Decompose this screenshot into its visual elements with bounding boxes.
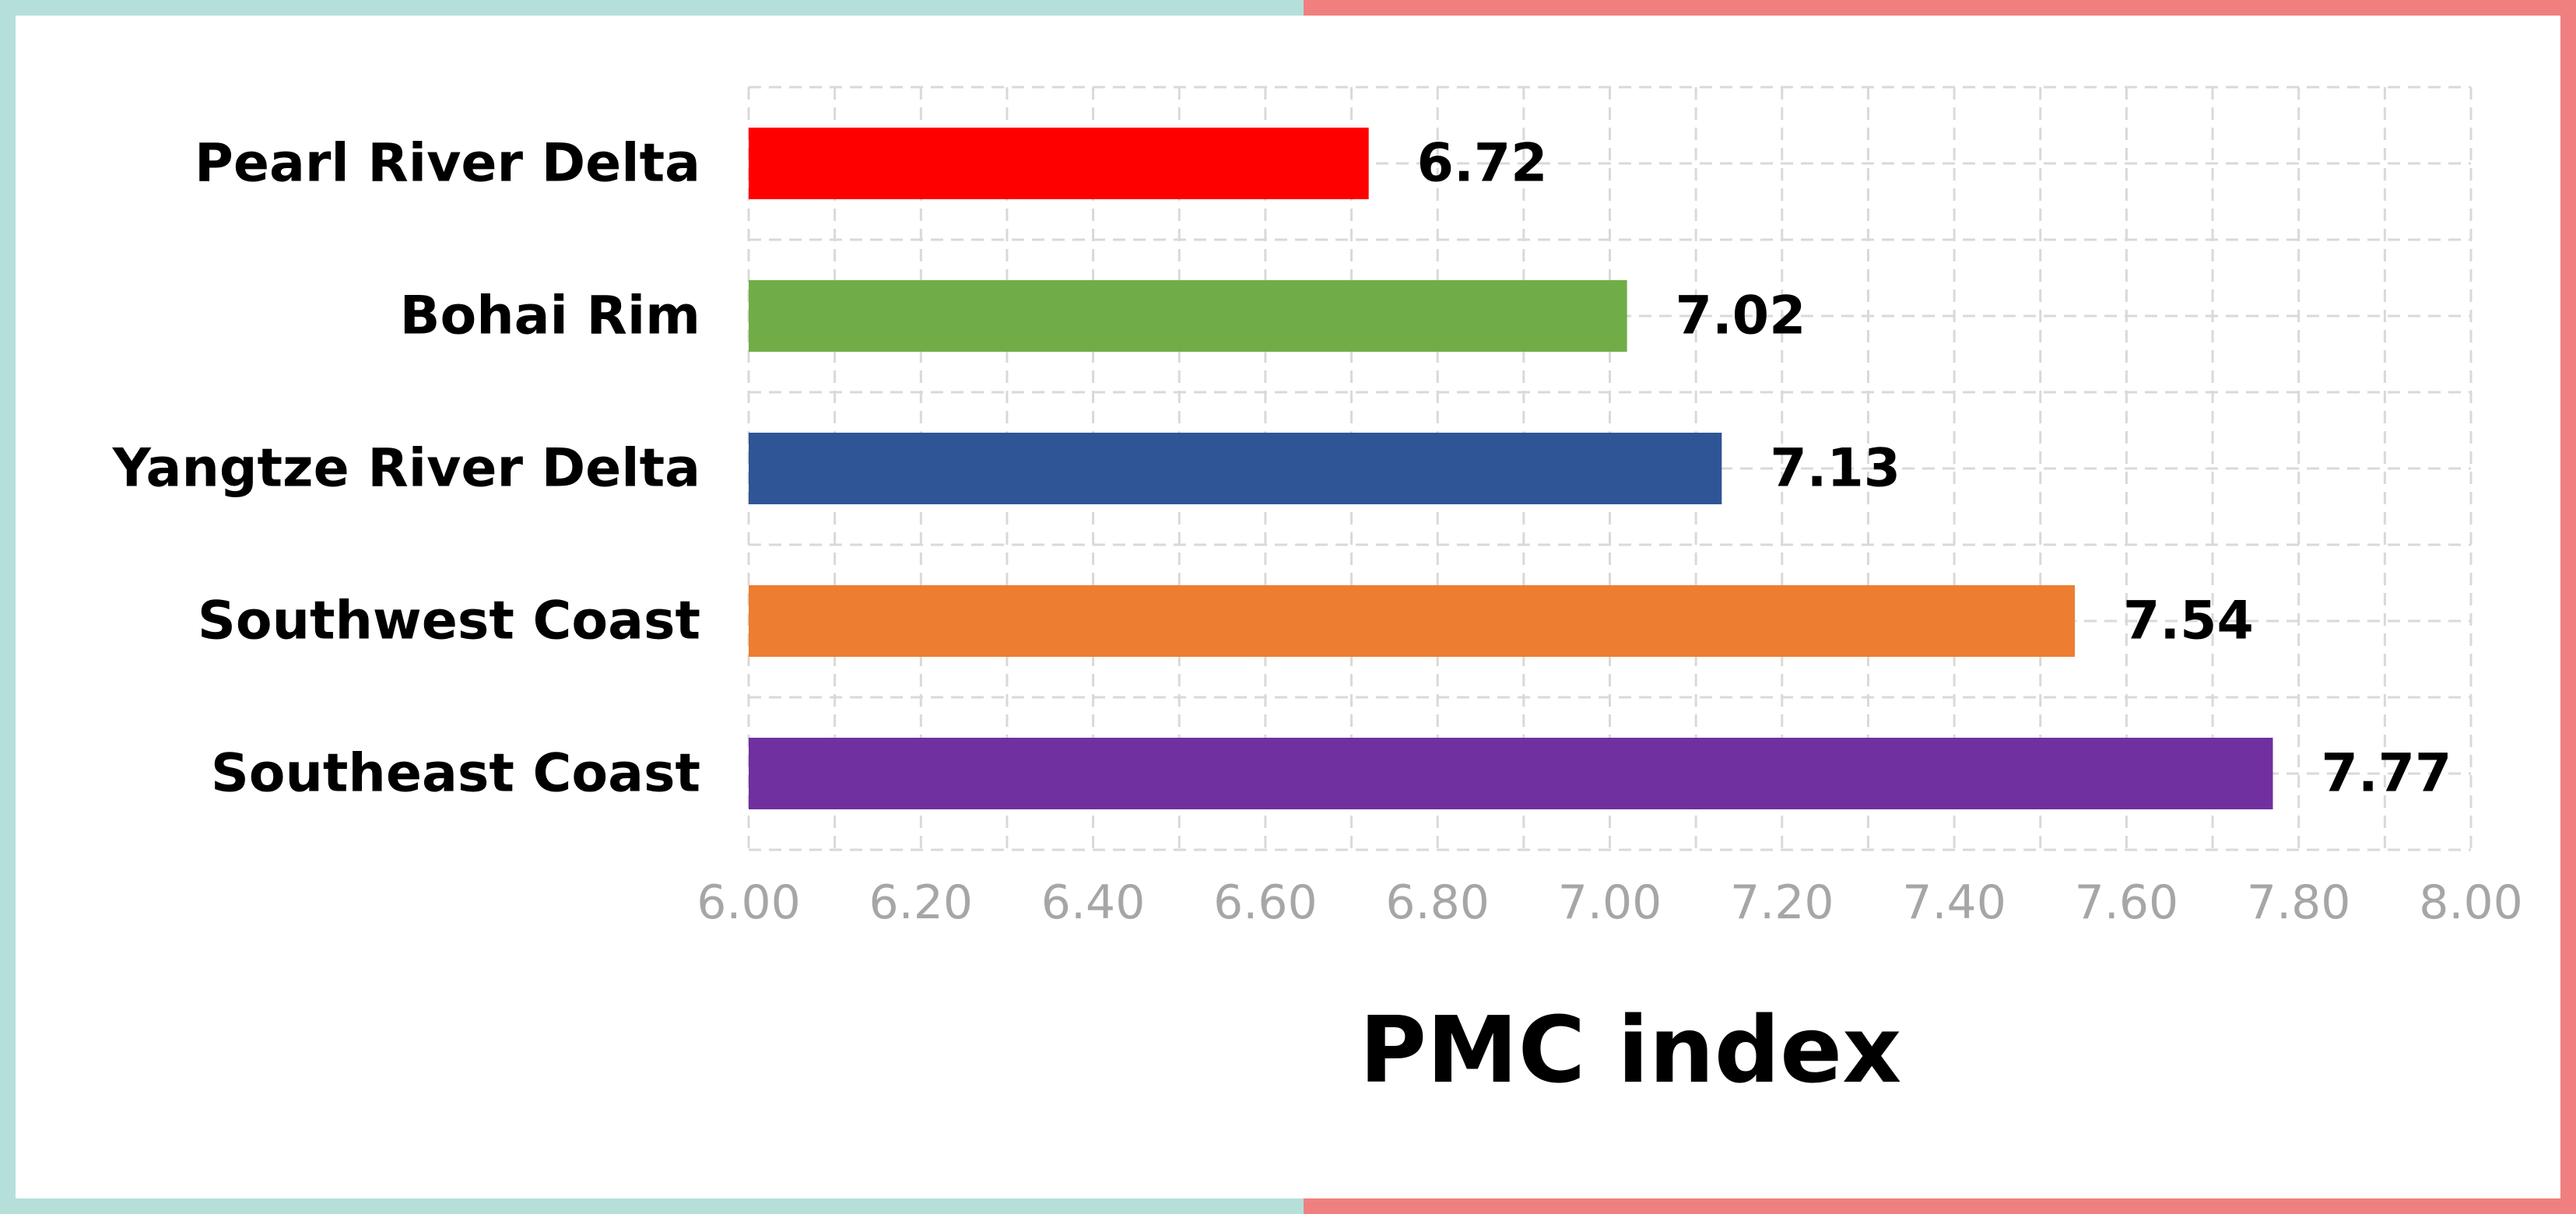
x-tick-label: 7.60 <box>2075 875 2179 930</box>
x-tick-label: 7.40 <box>1902 875 2006 930</box>
category-label-1: Pearl River Delta <box>195 133 700 195</box>
x-tick-label: 6.00 <box>697 875 801 930</box>
bars <box>749 128 2273 809</box>
category-labels: Pearl River Delta Bohai Rim Yangtze River … <box>112 133 700 805</box>
x-tick-label: 7.20 <box>1730 875 1834 930</box>
x-tick-labels: 6.00 6.20 6.40 6.60 6.80 7.00 7.20 7.40 7.60 7.80… <box>697 875 2523 930</box>
x-tick-label: 6.60 <box>1213 875 1318 930</box>
x-axis-label: PMC index <box>1360 996 1902 1103</box>
x-tick-label: 6.20 <box>869 875 974 930</box>
bar-5 <box>749 738 2273 809</box>
x-tick-label: 8.00 <box>2419 875 2523 930</box>
grid <box>747 86 2472 851</box>
category-label-3: Yangtze River Delta <box>112 438 700 500</box>
frame-border-left <box>0 0 1304 1214</box>
bar-1 <box>749 128 1369 199</box>
bar-2 <box>749 280 1627 352</box>
value-label-2: 7.02 <box>1676 286 1806 347</box>
value-label-1: 6.72 <box>1417 133 1548 195</box>
value-label-4: 7.54 <box>2123 591 2254 652</box>
bar-4 <box>749 585 2076 657</box>
x-tick-label: 6.40 <box>1041 875 1146 930</box>
x-tick-label: 7.00 <box>1558 875 1662 930</box>
value-labels: 6.72 7.02 7.13 7.54 7.77 <box>1417 133 2452 805</box>
category-label-5: Southeast Coast <box>211 743 700 805</box>
x-tick-label: 7.80 <box>2247 875 2351 930</box>
category-label-2: Bohai Rim <box>400 286 700 347</box>
x-tick-label: 6.80 <box>1385 875 1490 930</box>
value-label-3: 7.13 <box>1770 438 1900 500</box>
value-label-5: 7.77 <box>2322 743 2452 805</box>
frame-border-right <box>1304 0 2576 1214</box>
bar-3 <box>749 433 1722 504</box>
category-label-4: Southwest Coast <box>198 591 700 652</box>
